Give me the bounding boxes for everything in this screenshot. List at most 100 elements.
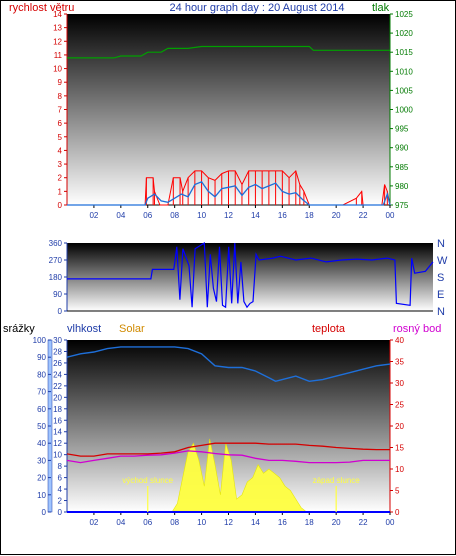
wind-speed-ytick-label: 7 bbox=[58, 106, 63, 115]
rain-ytick-label: 100 bbox=[33, 336, 47, 345]
pressure-ytick-label: 1005 bbox=[395, 86, 413, 95]
humidity-axis-title: vlhkost bbox=[67, 323, 101, 335]
compass-label: N bbox=[437, 238, 445, 250]
temperature-ytick-label: 40 bbox=[395, 336, 404, 345]
humidity-ytick-label: 4 bbox=[58, 485, 63, 494]
sunset-label: západ slunce bbox=[313, 476, 361, 485]
humidity-ytick-label: 22 bbox=[53, 382, 62, 391]
weather-xtick-label: 06 bbox=[143, 518, 152, 527]
compass-label: W bbox=[437, 255, 448, 267]
wind-xtick-label: 00 bbox=[386, 211, 395, 220]
wind-xtick-label: 18 bbox=[305, 211, 314, 220]
wind-speed-ytick-label: 10 bbox=[53, 65, 62, 74]
weather-xtick-label: 20 bbox=[332, 518, 341, 527]
wind-speed-ytick-label: 14 bbox=[53, 10, 62, 19]
pressure-ytick-label: 1025 bbox=[395, 10, 413, 19]
weather-xtick-label: 18 bbox=[305, 518, 314, 527]
wind-direction-plot-area bbox=[67, 243, 433, 311]
wind-xtick-label: 14 bbox=[251, 211, 260, 220]
rain-ytick-label: 0 bbox=[42, 508, 47, 517]
rain-ytick-label: 90 bbox=[37, 353, 46, 362]
sunrise-label: východ slunce bbox=[122, 476, 173, 485]
wind-speed-ytick-label: 9 bbox=[58, 78, 63, 87]
weather-xtick-label: 08 bbox=[170, 518, 179, 527]
wind-direction-line bbox=[67, 241, 434, 309]
wind-xtick-label: 12 bbox=[224, 211, 233, 220]
wind-speed-ytick-label: 5 bbox=[58, 133, 63, 142]
wind-speed-axis-title: rychlost větru bbox=[9, 2, 74, 14]
temperature-ytick-label: 10 bbox=[395, 465, 404, 474]
humidity-ytick-label: 14 bbox=[53, 428, 62, 437]
wind-speed-ytick-label: 4 bbox=[58, 146, 63, 155]
dewpoint-line bbox=[66, 450, 390, 464]
direction-ytick-label: 270 bbox=[49, 256, 63, 265]
humidity-ytick-label: 8 bbox=[58, 462, 63, 471]
wind-gust-line bbox=[67, 169, 391, 206]
wind-xtick-label: 04 bbox=[116, 211, 125, 220]
solar-legend: Solar bbox=[119, 323, 145, 335]
solar-area bbox=[67, 438, 390, 513]
humidity-ytick-label: 0 bbox=[58, 508, 63, 517]
temperature-ytick-label: 5 bbox=[395, 487, 400, 496]
rain-ytick-label: 80 bbox=[37, 370, 46, 379]
temperature-ytick-label: 30 bbox=[395, 379, 404, 388]
pressure-line bbox=[67, 45, 390, 59]
direction-ytick-label: 90 bbox=[53, 290, 62, 299]
humidity-ytick-label: 12 bbox=[53, 439, 62, 448]
temperature-ytick-label: 35 bbox=[395, 358, 404, 367]
temperature-ytick-label: 0 bbox=[395, 508, 400, 517]
pressure-ytick-label: 1015 bbox=[395, 48, 413, 57]
weather-xtick-label: 10 bbox=[197, 518, 206, 527]
wind-speed-ytick-label: 3 bbox=[58, 160, 63, 169]
compass-label: N bbox=[437, 306, 445, 318]
chart-title: 24 hour graph day : 20 August 2014 bbox=[170, 2, 345, 14]
wind-xtick-label: 16 bbox=[278, 211, 287, 220]
wind-xtick-label: 10 bbox=[197, 211, 206, 220]
wind-average-line bbox=[67, 181, 391, 206]
wind-xtick-label: 02 bbox=[89, 211, 98, 220]
wind-speed-ytick-label: 0 bbox=[58, 201, 63, 210]
rain-ytick-label: 70 bbox=[37, 388, 46, 397]
wind-xtick-label: 06 bbox=[143, 211, 152, 220]
weather-xtick-label: 12 bbox=[224, 518, 233, 527]
wind-speed-ytick-label: 12 bbox=[53, 37, 62, 46]
weather-xtick-label: 02 bbox=[89, 518, 98, 527]
wind-speed-ytick-label: 8 bbox=[58, 92, 63, 101]
humidity-ytick-label: 18 bbox=[53, 405, 62, 414]
humidity-ytick-label: 2 bbox=[58, 497, 63, 506]
temperature-ytick-label: 15 bbox=[395, 444, 404, 453]
direction-ytick-label: 180 bbox=[49, 273, 63, 282]
pressure-axis-title: tlak bbox=[372, 2, 390, 14]
temperature-line bbox=[66, 442, 390, 457]
weather-xtick-label: 14 bbox=[251, 518, 260, 527]
direction-ytick-label: 360 bbox=[49, 239, 63, 248]
rain-ytick-label: 60 bbox=[37, 405, 46, 414]
weather-xtick-label: 04 bbox=[116, 518, 125, 527]
humidity-ytick-label: 30 bbox=[53, 336, 62, 345]
wind-xtick-label: 20 bbox=[332, 211, 341, 220]
pressure-ytick-label: 1010 bbox=[395, 67, 413, 76]
pressure-ytick-label: 1000 bbox=[395, 106, 413, 115]
wind-speed-ytick-label: 6 bbox=[58, 119, 63, 128]
temperature-legend: teplota bbox=[312, 323, 346, 335]
humidity-ytick-label: 6 bbox=[58, 474, 63, 483]
pressure-ytick-label: 975 bbox=[395, 201, 409, 210]
weather-xtick-label: 16 bbox=[278, 518, 287, 527]
wind-speed-ytick-label: 11 bbox=[54, 51, 63, 60]
wind-speed-ytick-label: 2 bbox=[58, 174, 63, 183]
humidity-ytick-label: 28 bbox=[53, 347, 62, 356]
rain-axis-title: srážky bbox=[3, 323, 35, 335]
wind-xtick-label: 08 bbox=[170, 211, 179, 220]
rain-ytick-label: 10 bbox=[37, 491, 46, 500]
rain-ytick-label: 40 bbox=[37, 439, 46, 448]
humidity-ytick-label: 10 bbox=[53, 451, 62, 460]
humidity-ytick-label: 26 bbox=[53, 359, 62, 368]
humidity-ytick-label: 20 bbox=[53, 393, 62, 402]
humidity-line bbox=[66, 346, 391, 383]
humidity-ytick-label: 16 bbox=[53, 416, 62, 425]
pressure-ytick-label: 990 bbox=[395, 144, 409, 153]
direction-ytick-label: 0 bbox=[58, 307, 63, 316]
dewpoint-legend: rosný bod bbox=[393, 323, 441, 335]
pressure-ytick-label: 980 bbox=[395, 182, 409, 191]
